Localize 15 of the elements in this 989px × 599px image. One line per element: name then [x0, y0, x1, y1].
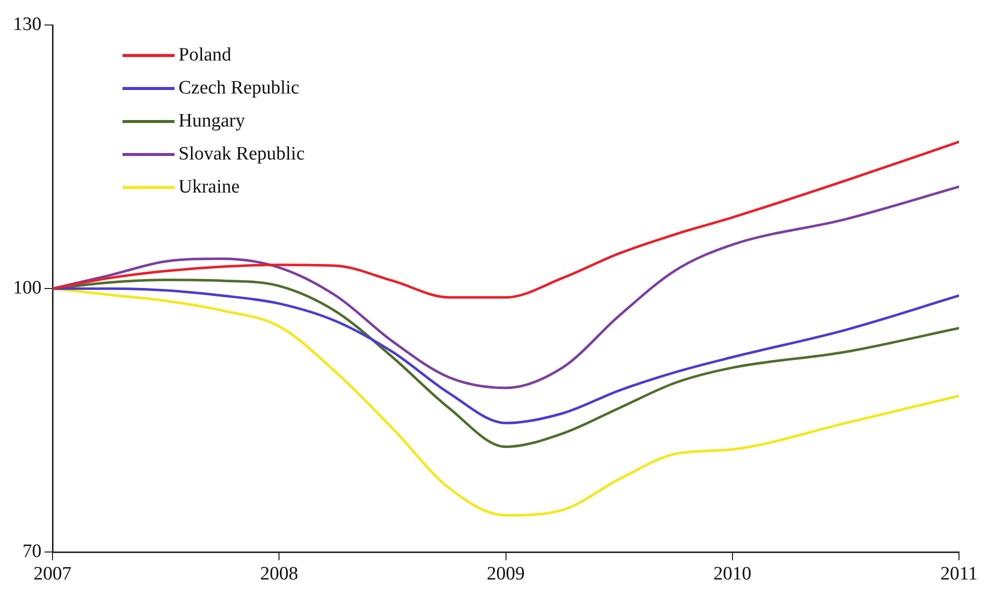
- x-tick-label: 2008: [260, 564, 298, 585]
- line-series: [52, 140, 959, 299]
- y-tick-label: 130: [13, 14, 42, 35]
- line-series: [52, 287, 959, 424]
- y-tick-label: 100: [13, 278, 42, 299]
- legend-label: Ukraine: [178, 176, 240, 198]
- x-tick-label: 2009: [486, 564, 525, 585]
- legend-label: Czech Republic: [178, 77, 300, 98]
- x-tick-label: 2010: [713, 564, 752, 585]
- legend-label: Poland: [178, 44, 232, 66]
- x-tick-label: 2007: [34, 564, 72, 585]
- x-tick-label: 2011: [940, 564, 978, 585]
- legend-label: Slovak Republic: [178, 143, 305, 164]
- legend-label: Hungary: [178, 110, 246, 132]
- y-tick-label: 70: [22, 541, 42, 562]
